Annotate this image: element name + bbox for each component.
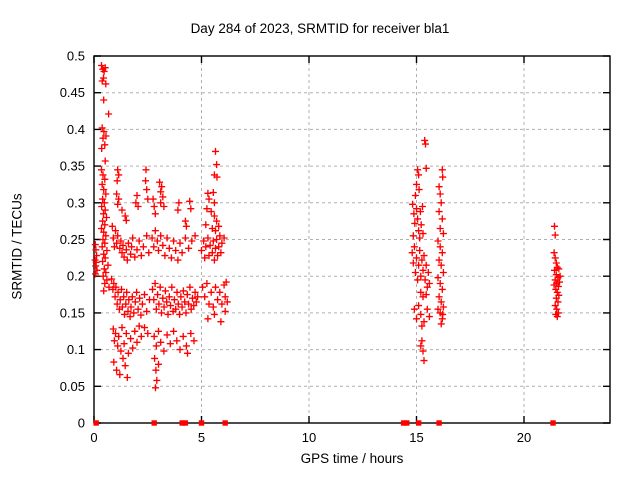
x-tick-labels: 0 5 10 15 20 <box>90 430 531 445</box>
data-point-square <box>404 420 410 426</box>
data-point-square <box>400 420 407 426</box>
y-tick-label: 0.5 <box>67 49 85 64</box>
x-axis-label: GPS time / hours <box>300 451 404 466</box>
y-tick-label: 0.05 <box>60 379 85 394</box>
data-point-square <box>179 420 185 426</box>
chart-title: Day 284 of 2023, SRMTID for receiver bla… <box>190 21 450 36</box>
series-zero-markers <box>93 420 556 426</box>
data-point-square <box>415 420 422 426</box>
data-point-square <box>93 420 99 426</box>
data-point-square <box>182 420 189 426</box>
data-point-square <box>198 420 205 426</box>
y-tick-label: 0.15 <box>60 305 85 320</box>
data-point-square <box>550 420 556 426</box>
y-tick-label: 0 <box>78 416 85 431</box>
data-points-plus <box>91 62 564 392</box>
y-tick-label: 0.3 <box>67 195 85 210</box>
x-tick-label: 5 <box>198 430 205 445</box>
y-tick-labels: 0 0.05 0.1 0.15 0.2 0.25 0.3 0.35 0.4 0.45 0.5 <box>60 49 85 431</box>
x-tick-label: 10 <box>302 430 316 445</box>
series-srmtid-values <box>91 62 564 392</box>
y-tick-label: 0.35 <box>60 159 85 174</box>
grid-lines <box>94 56 610 423</box>
x-tick-label: 15 <box>409 430 423 445</box>
data-point-square <box>222 420 228 426</box>
y-tick-label: 0.4 <box>67 122 85 137</box>
y-tick-label: 0.1 <box>67 342 85 357</box>
y-tick-label: 0.25 <box>60 232 85 247</box>
x-tick-label: 20 <box>517 430 531 445</box>
y-tick-label: 0.45 <box>60 85 85 100</box>
data-point-square <box>151 420 157 426</box>
y-tick-label: 0.2 <box>67 269 85 284</box>
x-tick-label: 0 <box>90 430 97 445</box>
data-point-square <box>436 420 442 426</box>
